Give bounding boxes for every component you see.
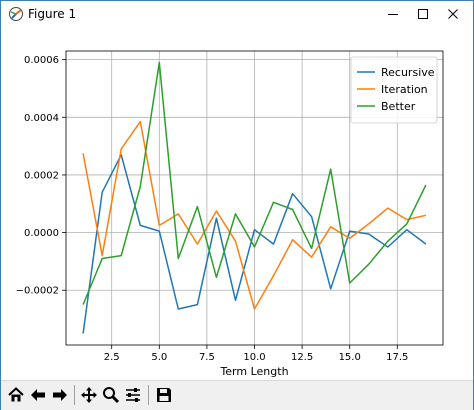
- zoom-button[interactable]: [101, 384, 121, 406]
- close-button[interactable]: [433, 1, 473, 27]
- legend-entry-iteration: Iteration: [381, 83, 428, 96]
- series-line-iteration: [82, 120, 427, 310]
- x-tick-label: 10.0: [243, 352, 265, 363]
- home-button[interactable]: [6, 384, 26, 406]
- maximize-button[interactable]: [403, 1, 443, 27]
- back-button[interactable]: [28, 384, 48, 406]
- title-bar[interactable]: Figure 1: [1, 1, 473, 27]
- plot-area[interactable]: 2.5 5.0 7.5 10.0 12.5 15.0 17.5 −0.0002 0.0000 0.…: [1, 27, 473, 379]
- x-tick-label: 7.5: [199, 352, 215, 363]
- magnifier-icon: [103, 387, 120, 404]
- series-line-better: [82, 61, 427, 305]
- window-title: Figure 1: [28, 7, 77, 21]
- x-axis-label: Term Length: [219, 365, 288, 378]
- matplotlib-icon: [9, 7, 23, 21]
- x-tick-label: 2.5: [104, 352, 120, 363]
- move-icon: [81, 387, 97, 403]
- y-tick-label: 0.0002: [24, 170, 59, 181]
- x-tick-label: 15.0: [339, 352, 361, 363]
- navigation-toolbar: [1, 380, 473, 410]
- y-tick-label: 0.0006: [24, 55, 59, 66]
- arrow-right-icon: [53, 389, 67, 401]
- x-tick-label: 5.0: [151, 352, 167, 363]
- axis-ticks: 2.5 5.0 7.5 10.0 12.5 15.0 17.5 −0.0002 0.0000 0.…: [16, 55, 409, 363]
- y-tick-label: −0.0002: [16, 286, 59, 297]
- minimize-icon: [388, 14, 398, 15]
- legend-entry-better: Better: [381, 100, 416, 113]
- sliders-icon: [126, 388, 140, 402]
- configure-subplots-button[interactable]: [123, 384, 143, 406]
- grid-lines: [66, 51, 443, 345]
- series-lines: [82, 61, 427, 334]
- y-tick-label: 0.0004: [24, 113, 59, 124]
- home-icon: [8, 387, 24, 402]
- pan-button[interactable]: [79, 384, 99, 406]
- forward-button[interactable]: [50, 384, 70, 406]
- legend: Recursive Iteration Better: [350, 56, 438, 124]
- minimize-button[interactable]: [373, 1, 413, 27]
- y-tick-label: 0.0000: [24, 228, 59, 239]
- toolbar-separator: [74, 385, 75, 405]
- legend-entry-recursive: Recursive: [381, 66, 435, 79]
- save-button[interactable]: [154, 384, 174, 406]
- floppy-disk-icon: [157, 388, 171, 402]
- x-tick-label: 12.5: [291, 352, 313, 363]
- series-line-recursive: [82, 154, 427, 334]
- toolbar-separator: [148, 385, 149, 405]
- maximize-icon: [418, 9, 428, 19]
- line-chart[interactable]: 2.5 5.0 7.5 10.0 12.5 15.0 17.5 −0.0002 0.0000 0.…: [1, 27, 473, 379]
- arrow-left-icon: [31, 389, 45, 401]
- close-icon: [448, 9, 458, 19]
- x-tick-label: 17.5: [386, 352, 408, 363]
